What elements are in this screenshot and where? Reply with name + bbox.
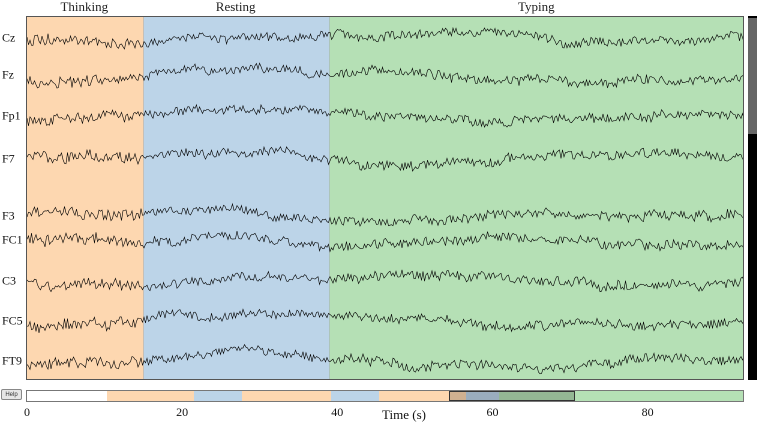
trace-cz[interactable]	[27, 26, 744, 50]
overview-view-window[interactable]	[448, 391, 575, 401]
overview-tick-label: 60	[486, 405, 499, 419]
help-button[interactable]: Help	[1, 389, 22, 400]
channel-scrollbar[interactable]	[748, 16, 757, 380]
trace-fz[interactable]	[27, 62, 744, 89]
annotation-label-resting: Resting	[215, 0, 256, 14]
annotation-label-typing: Typing	[517, 0, 555, 14]
overview-segment	[331, 391, 380, 401]
channel-label-ft9[interactable]: FT9	[2, 353, 23, 368]
overview-segment	[106, 391, 194, 401]
channel-label-f3[interactable]: F3	[2, 208, 15, 223]
time-overview-bar[interactable]	[26, 390, 744, 402]
overview-tick-label: 80	[641, 405, 654, 419]
channel-label-f7[interactable]: F7	[2, 151, 15, 166]
channel-label-cz[interactable]: Cz	[2, 30, 16, 45]
channel-label-c3[interactable]: C3	[2, 273, 17, 288]
trace-c3[interactable]	[27, 269, 744, 293]
channel-scrollbar-thumb[interactable]	[748, 18, 757, 134]
overview-segment	[27, 391, 107, 401]
overview-tick-label: 20	[176, 405, 189, 419]
annotation-span-resting[interactable]	[143, 17, 330, 380]
x-axis-label: Time (s)	[382, 407, 426, 422]
overview-segment	[379, 391, 467, 401]
annotation-label-thinking: Thinking	[60, 0, 109, 14]
overview-segment	[466, 391, 499, 401]
trace-ft9[interactable]	[27, 343, 744, 375]
trace-f3[interactable]	[27, 202, 744, 227]
trace-fc1[interactable]	[27, 231, 744, 253]
trace-fp1[interactable]	[27, 103, 744, 128]
eeg-plot[interactable]	[26, 16, 744, 380]
channel-label-fp1[interactable]: Fp1	[2, 108, 21, 123]
channel-label-fc5[interactable]: FC5	[2, 313, 23, 328]
overview-segment	[498, 391, 743, 401]
channel-label-fz[interactable]: Fz	[2, 67, 14, 82]
annotation-span-thinking[interactable]	[27, 17, 144, 380]
trace-fc5[interactable]	[27, 308, 744, 334]
trace-f7[interactable]	[27, 145, 744, 172]
channel-label-fc1[interactable]: FC1	[2, 232, 23, 247]
overview-tick-label: 0	[24, 405, 30, 419]
overview-segment	[193, 391, 242, 401]
overview-tick-label: 40	[331, 405, 344, 419]
eeg-traces	[27, 17, 744, 380]
overview-segment	[241, 391, 332, 401]
